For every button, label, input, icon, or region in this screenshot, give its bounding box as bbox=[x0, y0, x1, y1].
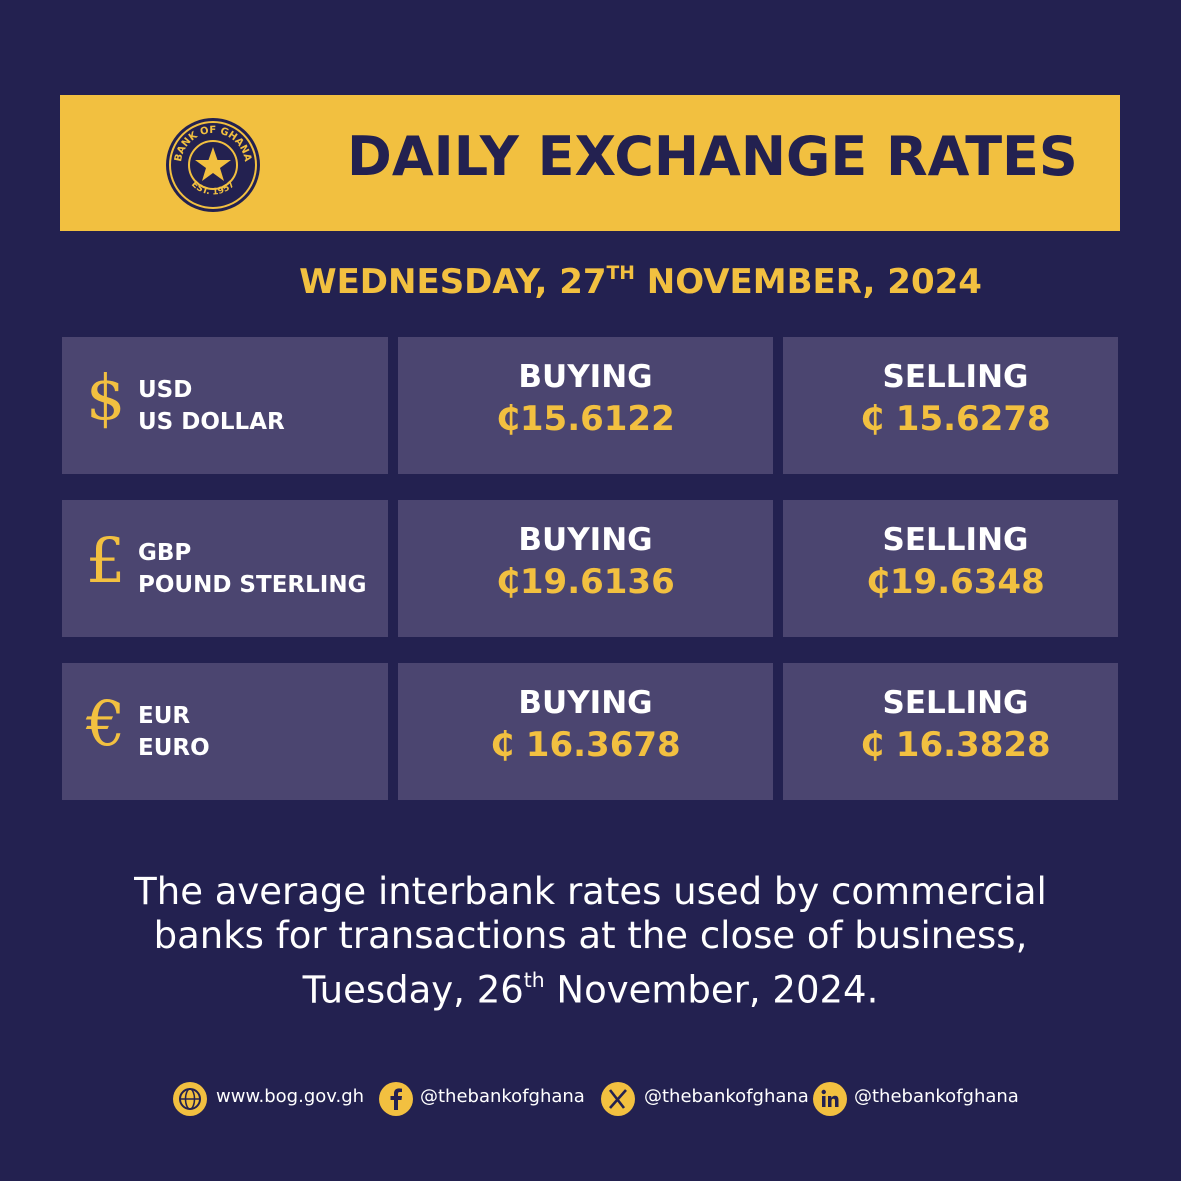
currency-name: US DOLLAR bbox=[138, 409, 285, 435]
linkedin-handle[interactable]: @thebankofghana bbox=[854, 1086, 1019, 1107]
currency-symbol: $ bbox=[86, 361, 126, 434]
selling-label: SELLING bbox=[882, 522, 1029, 558]
currency-label: GBP POUND STERLING bbox=[138, 537, 366, 601]
note-line: The average interbank rates used by comm… bbox=[134, 870, 1047, 913]
x-icon bbox=[601, 1082, 635, 1116]
currency-label: USD US DOLLAR bbox=[138, 374, 285, 438]
currency-symbol: £ bbox=[86, 524, 126, 597]
note-text: Tuesday, 26 bbox=[302, 968, 524, 1012]
currency-label: EUR EURO bbox=[138, 700, 210, 764]
selling-cell: SELLING ₵ 16.3828 bbox=[783, 663, 1118, 800]
currency-code: GBP bbox=[138, 540, 192, 566]
date-suffix: TH bbox=[606, 262, 635, 284]
note-line: banks for transactions at the close of b… bbox=[153, 914, 1028, 957]
buying-label: BUYING bbox=[518, 522, 653, 558]
selling-cell: SELLING ₵19.6348 bbox=[783, 500, 1118, 637]
selling-rate: ₵ 15.6278 bbox=[860, 399, 1051, 439]
buying-rate: ₵15.6122 bbox=[496, 399, 675, 439]
currency-cell: € EUR EURO bbox=[62, 663, 388, 800]
selling-cell: SELLING ₵ 15.6278 bbox=[783, 337, 1118, 474]
facebook-handle[interactable]: @thebankofghana bbox=[420, 1086, 585, 1107]
x-handle[interactable]: @thebankofghana bbox=[644, 1086, 809, 1107]
buying-rate: ₵ 16.3678 bbox=[490, 725, 681, 765]
selling-rate: ₵19.6348 bbox=[866, 562, 1045, 602]
date-text: WEDNESDAY, 27 bbox=[299, 262, 607, 302]
note-text: November, 2024. bbox=[544, 968, 879, 1012]
currency-cell: £ GBP POUND STERLING bbox=[62, 500, 388, 637]
currency-cell: $ USD US DOLLAR bbox=[62, 337, 388, 474]
facebook-icon bbox=[379, 1082, 413, 1116]
linkedin-icon bbox=[813, 1082, 847, 1116]
currency-code: EUR bbox=[138, 703, 191, 729]
buying-rate: ₵19.6136 bbox=[496, 562, 675, 602]
website[interactable]: www.bog.gov.gh bbox=[216, 1086, 365, 1107]
currency-name: POUND STERLING bbox=[138, 572, 367, 598]
note-suffix: th bbox=[523, 968, 545, 992]
buying-label: BUYING bbox=[518, 359, 653, 395]
logo: BANK OF GHANA EST. 1957 bbox=[166, 118, 260, 212]
title: DAILY EXCHANGE RATES bbox=[347, 125, 1078, 188]
date: WEDNESDAY, 27TH NOVEMBER, 2024 bbox=[0, 262, 1181, 302]
currency-symbol: € bbox=[86, 687, 126, 760]
web-icon bbox=[173, 1082, 207, 1116]
date-text: NOVEMBER, 2024 bbox=[634, 262, 982, 302]
buying-cell: BUYING ₵19.6136 bbox=[398, 500, 773, 637]
selling-label: SELLING bbox=[882, 359, 1029, 395]
currency-name: EURO bbox=[138, 735, 210, 761]
buying-cell: BUYING ₵15.6122 bbox=[398, 337, 773, 474]
selling-rate: ₵ 16.3828 bbox=[860, 725, 1051, 765]
selling-label: SELLING bbox=[882, 685, 1029, 721]
header-banner: BANK OF GHANA EST. 1957 DAILY EXCHANGE R… bbox=[60, 95, 1120, 231]
buying-cell: BUYING ₵ 16.3678 bbox=[398, 663, 773, 800]
note: The average interbank rates used by comm… bbox=[0, 870, 1181, 1012]
note-line: Tuesday, 26th November, 2024. bbox=[0, 958, 1181, 1012]
buying-label: BUYING bbox=[518, 685, 653, 721]
currency-code: USD bbox=[138, 377, 193, 403]
